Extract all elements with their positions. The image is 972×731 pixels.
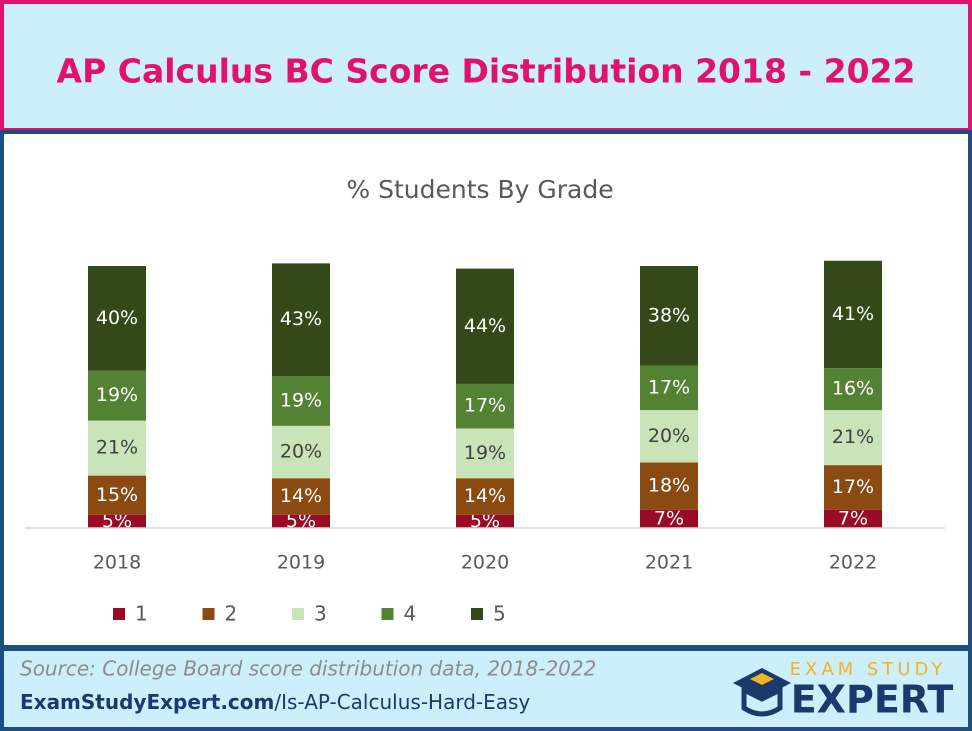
data-label: 19%	[96, 384, 138, 406]
bar-segment	[272, 478, 330, 515]
legend-swatch	[113, 608, 125, 620]
bar-segment	[640, 509, 698, 528]
link-domain: ExamStudyExpert.com	[20, 690, 274, 714]
x-tick-label: 2021	[645, 552, 693, 574]
footer-box	[0, 647, 972, 731]
bar-segment	[456, 514, 514, 528]
bar-segment	[88, 475, 146, 515]
data-label: 41%	[832, 303, 874, 325]
data-label: 17%	[464, 395, 506, 417]
legend-swatch	[292, 608, 304, 620]
legend-swatch	[381, 608, 394, 620]
data-label: 43%	[280, 308, 322, 330]
bar-segment	[640, 365, 698, 411]
data-label: 19%	[280, 389, 322, 411]
bar-segment	[640, 266, 698, 366]
legend-label: 2	[225, 602, 238, 626]
logo-cap-base	[741, 685, 783, 717]
bar-segment	[640, 410, 698, 463]
data-label: 18%	[648, 475, 690, 497]
x-tick-label: 2022	[829, 552, 877, 574]
source-note: Source: College Board score distribution…	[20, 657, 596, 681]
bar-segment	[456, 268, 514, 384]
bar-segment	[88, 370, 146, 421]
chart-title: AP Calculus BC Score Distribution 2018 -…	[57, 52, 916, 91]
data-label: 19%	[464, 442, 506, 464]
bar-segment	[824, 509, 882, 528]
data-label: 15%	[96, 484, 138, 506]
legend-swatch	[202, 608, 215, 620]
data-label: 21%	[96, 437, 138, 459]
data-label: 17%	[832, 476, 874, 498]
legend-label: 5	[493, 602, 506, 626]
data-label: 20%	[648, 425, 690, 447]
data-label: 17%	[648, 376, 690, 398]
bar-segment	[824, 260, 882, 369]
bar-segment	[824, 410, 882, 466]
bar-segment	[272, 514, 330, 528]
data-label: 7%	[654, 507, 684, 529]
chart-subtitle: % Students By Grade	[346, 175, 613, 204]
logo-top: EXAM STUDY	[790, 659, 947, 680]
bar-segment	[272, 425, 330, 479]
logo: EXAM STUDY EXPERT	[733, 659, 953, 722]
data-label: 20%	[280, 441, 322, 463]
data-label: 40%	[96, 307, 138, 329]
bar-segment	[272, 376, 330, 426]
x-tick-label: 2020	[461, 552, 509, 574]
bar-segment	[88, 514, 146, 528]
legend-label: 1	[135, 602, 148, 626]
bar-segment	[88, 266, 146, 371]
logo-bottom: EXPERT	[791, 678, 954, 722]
data-label: 5%	[286, 510, 316, 532]
source-link: ExamStudyExpert.com/Is-AP-Calculus-Hard-…	[20, 690, 530, 714]
data-label: 7%	[838, 507, 868, 529]
legend-label: 3	[314, 602, 327, 626]
data-label: 14%	[280, 485, 322, 507]
bar-segment	[456, 478, 514, 515]
data-label: 14%	[464, 485, 506, 507]
bar-segment	[456, 428, 514, 479]
header-box	[0, 0, 972, 132]
data-label: 21%	[832, 426, 874, 448]
bar-segment	[456, 383, 514, 429]
legend-swatch	[471, 608, 483, 620]
bar-segment	[640, 462, 698, 510]
bar-segment	[824, 368, 882, 411]
data-label: 16%	[832, 378, 874, 400]
bar-segment	[272, 263, 330, 377]
x-tick-label: 2018	[93, 552, 141, 574]
link-path: /Is-AP-Calculus-Hard-Easy	[274, 690, 530, 714]
logo-cap-top	[750, 673, 774, 685]
data-label: 5%	[470, 510, 500, 532]
x-tick-label: 2019	[277, 552, 325, 574]
data-label: 44%	[464, 315, 506, 337]
bar-segment	[824, 465, 882, 510]
data-label: 5%	[102, 510, 132, 532]
legend-label: 4	[404, 602, 417, 626]
bar-segment	[88, 420, 146, 476]
data-label: 38%	[648, 304, 690, 326]
